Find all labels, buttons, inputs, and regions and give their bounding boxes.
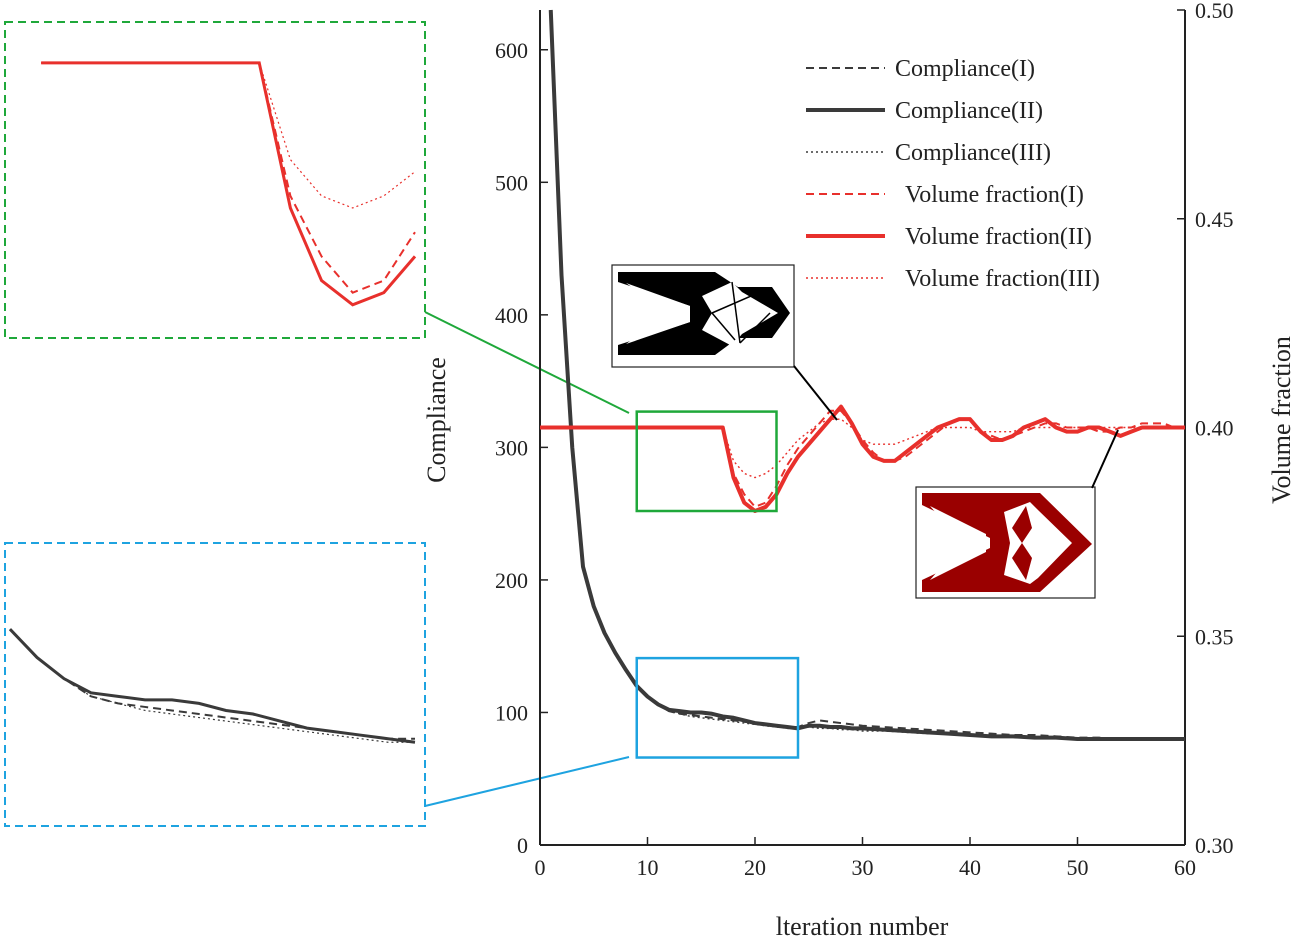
y-right-tick-label: 0.35 [1195, 624, 1234, 649]
inset-compliance-lines [8, 628, 416, 744]
y-tick-label: 500 [495, 170, 528, 195]
inset-compliance-line-2 [8, 628, 416, 744]
connector-green [424, 311, 630, 414]
inset-volume-panel [4, 21, 426, 339]
legend-label-2: Compliance(II) [895, 98, 1043, 124]
structure-red-leader [1091, 429, 1119, 489]
structure-black-image [611, 264, 795, 368]
series-lines [540, 9, 1185, 741]
x-tick-label: 10 [637, 855, 659, 880]
legend-label-6: Volume fraction(III) [905, 266, 1100, 292]
y-right-axis-title: Volume fraction [1267, 336, 1296, 504]
y-tick-label: 600 [495, 38, 528, 63]
x-ticks: 0 10 20 30 40 50 60 [535, 837, 1196, 880]
series-line-3 [550, 9, 1185, 740]
structure-red-image [915, 486, 1096, 599]
legend: Compliance(I) Compliance(II) Compliance(II… [806, 56, 1100, 292]
zoom-box-volume [635, 410, 778, 513]
x-tick-label: 30 [852, 855, 874, 880]
legend-label-4: Volume fraction(I) [905, 182, 1084, 208]
series-line-2 [548, 9, 1185, 741]
x-tick-label: 50 [1067, 855, 1089, 880]
y-tick-label: 0 [517, 833, 528, 858]
structure-black-leader [793, 365, 838, 421]
inset-volume-line-2 [41, 61, 417, 307]
y-right-ticks: 0.30 0.35 0.40 0.45 0.50 [1177, 0, 1234, 858]
zoom-box-compliance [635, 656, 800, 759]
inset-compliance-frame [4, 542, 426, 827]
x-tick-label: 60 [1174, 855, 1196, 880]
inset-volume-line-3 [41, 62, 416, 209]
x-axis-title: lteration number [776, 912, 949, 941]
inset-volume-frame [4, 21, 426, 339]
inset-volume-lines [41, 61, 417, 307]
legend-label-1: Compliance(I) [895, 56, 1035, 82]
y-tick-label: 100 [495, 700, 528, 725]
inset-compliance-panel [4, 542, 426, 827]
series-line-5 [540, 404, 1185, 513]
legend-label-5: Volume fraction(II) [905, 224, 1092, 250]
y-ticks: 0 100 200 300 400 500 600 [495, 38, 548, 858]
legend-label-3: Compliance(III) [895, 140, 1051, 166]
y-right-tick-label: 0.45 [1195, 207, 1234, 232]
y-right-tick-label: 0.30 [1195, 833, 1234, 858]
y-tick-label: 400 [495, 303, 528, 328]
x-tick-label: 20 [744, 855, 766, 880]
x-tick-label: 0 [535, 855, 546, 880]
inset-compliance-line-3 [9, 628, 415, 743]
y-tick-label: 300 [495, 435, 528, 460]
connector-blue [424, 756, 630, 807]
x-tick-label: 40 [959, 855, 981, 880]
inset-compliance-line-1 [9, 628, 415, 740]
y-right-tick-label: 0.40 [1195, 416, 1234, 441]
y-axis-title: Compliance [422, 357, 451, 483]
y-right-tick-label: 0.50 [1195, 0, 1234, 23]
y-tick-label: 200 [495, 568, 528, 593]
inset-volume-line-1 [41, 61, 416, 294]
series-line-1 [549, 9, 1185, 740]
